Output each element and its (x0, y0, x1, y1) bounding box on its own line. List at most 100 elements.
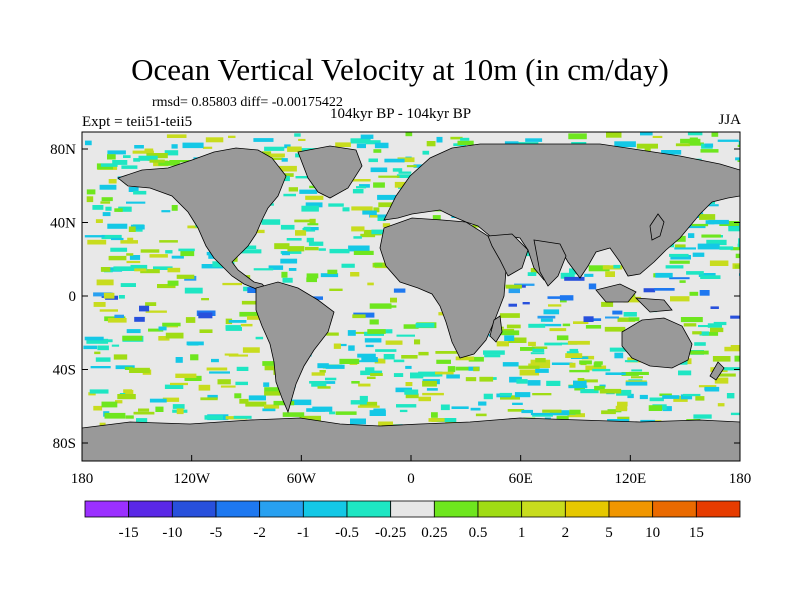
velocity-cell (531, 346, 548, 349)
velocity-cell (166, 134, 187, 138)
velocity-cell (374, 262, 383, 267)
velocity-cell (281, 271, 288, 278)
velocity-cell (354, 331, 374, 334)
velocity-cell (604, 326, 626, 332)
velocity-cell (567, 413, 585, 418)
season-label: JJA (718, 112, 741, 128)
velocity-cell (436, 359, 451, 364)
velocity-cell (149, 159, 165, 163)
y-tick-label: 0 (69, 289, 77, 305)
velocity-cell (473, 366, 480, 372)
velocity-cell (544, 342, 562, 346)
velocity-cell (102, 212, 111, 217)
velocity-cell (184, 375, 202, 381)
velocity-cell (562, 323, 571, 327)
velocity-cell (92, 205, 104, 210)
velocity-cell (253, 138, 274, 142)
colorbar-label: 1 (518, 525, 526, 541)
experiment-label: Expt = teii51-teii5 (82, 114, 193, 130)
velocity-cell (404, 389, 419, 395)
velocity-cell (738, 141, 740, 145)
velocity-cell (129, 367, 150, 373)
australia-landmass (621, 317, 693, 369)
velocity-cell (311, 372, 325, 376)
velocity-cell (662, 395, 680, 399)
velocity-cell (508, 303, 517, 307)
velocity-cell (311, 296, 323, 300)
velocity-cell (410, 372, 424, 379)
velocity-cell (295, 176, 315, 179)
velocity-cell (225, 325, 241, 330)
colorbar-label: -1 (297, 525, 310, 541)
velocity-cell (396, 334, 415, 337)
velocity-cell (616, 389, 632, 396)
velocity-cell (360, 134, 374, 139)
velocity-cell (500, 328, 515, 331)
velocity-cell (222, 282, 242, 286)
velocity-cell (548, 304, 562, 307)
velocity-cell (165, 332, 184, 339)
velocity-cell (521, 409, 533, 414)
velocity-cell (367, 282, 374, 286)
velocity-cell (700, 275, 721, 279)
velocity-cell (700, 149, 719, 153)
india-landmass (533, 239, 567, 287)
velocity-cell (318, 248, 326, 251)
velocity-cell (504, 335, 515, 341)
velocity-cell (359, 401, 378, 407)
velocity-cell (525, 138, 543, 142)
velocity-cell (317, 363, 329, 369)
velocity-cell (86, 338, 109, 344)
velocity-cell (104, 412, 126, 419)
velocity-cell (392, 168, 403, 172)
velocity-cell (123, 155, 131, 158)
velocity-cell (367, 329, 386, 334)
velocity-cell (625, 381, 648, 386)
velocity-cell (614, 141, 636, 148)
velocity-cell (377, 194, 396, 200)
velocity-cell (118, 206, 132, 212)
velocity-cell (564, 276, 585, 281)
velocity-cell (405, 132, 413, 137)
velocity-cell (689, 350, 709, 355)
velocity-cell (99, 184, 117, 190)
velocity-cell (406, 165, 417, 168)
colorbar-swatch (521, 500, 566, 518)
velocity-cell (694, 342, 706, 346)
velocity-cell (699, 214, 716, 220)
velocity-cell (356, 143, 366, 149)
velocity-cell (483, 393, 493, 400)
velocity-cell (171, 144, 178, 149)
velocity-cell (588, 265, 610, 272)
velocity-cell (217, 379, 231, 385)
velocity-cell (518, 365, 540, 369)
velocity-cell (170, 382, 188, 386)
southeast-asia-islands (595, 283, 673, 313)
velocity-cell (569, 369, 590, 373)
velocity-cell (623, 312, 637, 317)
colorbar-swatch (84, 500, 130, 518)
velocity-cell (680, 138, 701, 144)
velocity-cell (565, 353, 583, 358)
velocity-cell (508, 337, 527, 343)
colorbar-swatch (215, 500, 261, 518)
velocity-cell (176, 408, 184, 415)
velocity-cell (129, 255, 141, 260)
velocity-cell (719, 221, 740, 226)
velocity-cell (396, 174, 416, 178)
velocity-cell (405, 382, 413, 387)
velocity-cell (204, 415, 223, 420)
velocity-cell (569, 268, 580, 275)
velocity-cell (283, 193, 296, 197)
velocity-cell (362, 210, 377, 215)
velocity-cell (101, 401, 118, 408)
velocity-cell (707, 323, 722, 328)
velocity-cell (99, 309, 118, 312)
velocity-cell (140, 249, 160, 253)
velocity-cell (509, 376, 522, 383)
velocity-cell (530, 412, 553, 416)
velocity-cell (133, 190, 147, 195)
velocity-cell (171, 205, 178, 211)
velocity-cell (84, 336, 104, 341)
velocity-cell (499, 330, 520, 336)
